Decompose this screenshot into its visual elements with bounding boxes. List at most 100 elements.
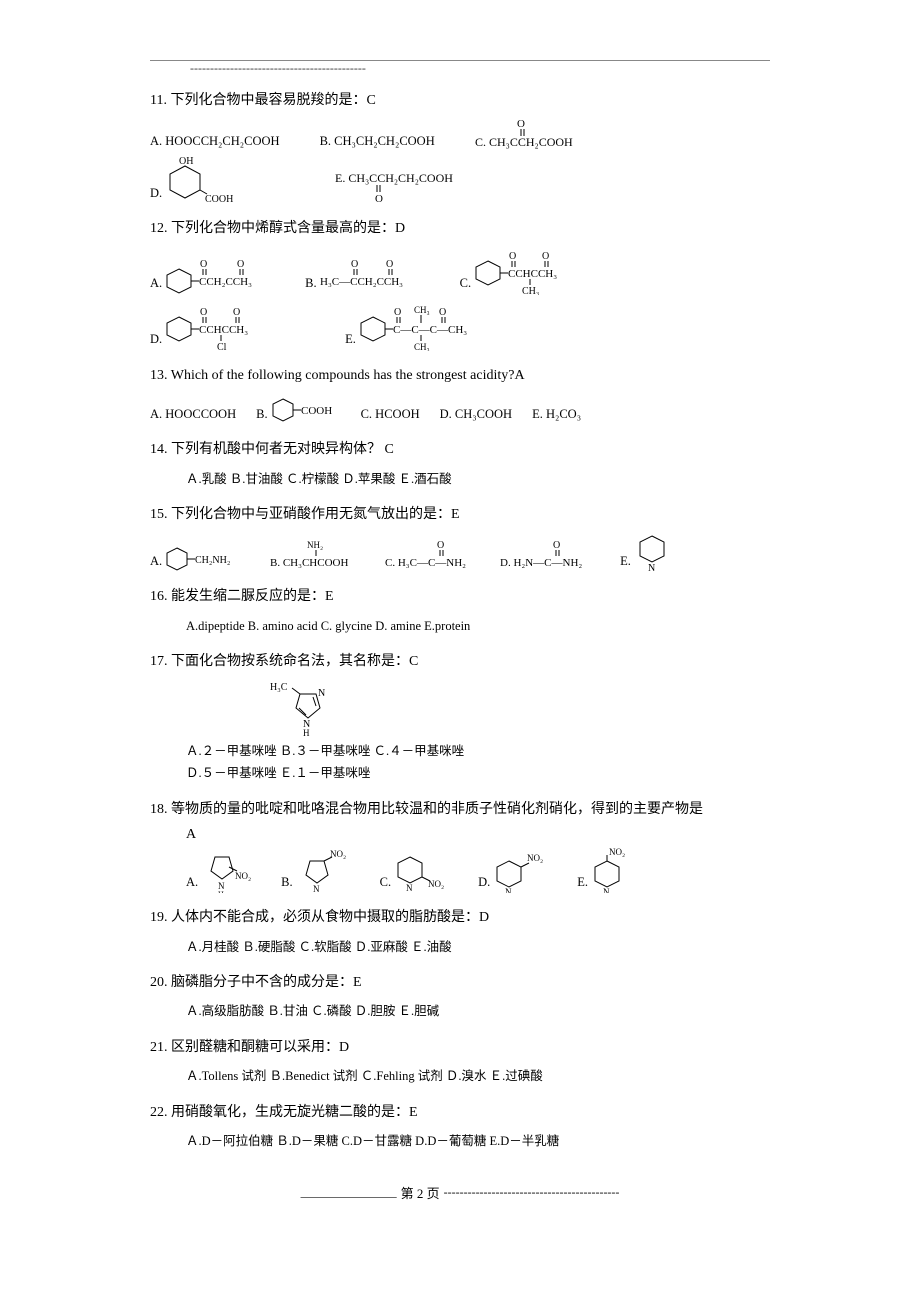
q12-e-svg: C—C—C—CH₃ O CH₃ O CH₃ [359,299,499,351]
q21-text: 21. 区别醛糖和酮糖可以采用：D [150,1040,349,1055]
svg-text:Cl: Cl [217,342,227,351]
q11-e-structure: E. CH₃CCH₂CH₂COOH O [335,168,475,204]
question-11: 11. 下列化合物中最容易脱羧的是：C [150,90,770,112]
q15-opt-d: D. H₂N—C—NH₂ O [500,538,600,572]
question-20: 20. 脑磷脂分子中不含的成分是：E [150,972,770,994]
q16-options: A.dipeptide B. amino acid C. glycine D. … [150,615,770,638]
svg-text:O: O [517,118,525,130]
q17-opts2: Ｄ.５－甲基咪唑 Ｅ.１－甲基咪唑 [186,762,770,785]
question-16: 16. 能发生缩二脲反应的是：E [150,586,770,608]
q11-opt-e: E. CH₃CCH₂CH₂COOH O [335,168,475,204]
q18-b-pyrrole: N H NO₂ [296,849,360,893]
q15-opt-c: C. H₃C—C—NH₂ O [385,538,480,572]
q12-opt-c: C. CCHCCH₃ O O CH₃ [460,247,594,295]
svg-text:C. H₃C—C—NH₂: C. H₃C—C—NH₂ [385,557,466,569]
q18-text: 18. 等物质的量的吡啶和吡咯混合物用比较温和的非质子性硝化剂硝化，得到的主要产… [150,802,703,817]
q19-opts: Ａ.月桂酸 Ｂ.硬脂酸 Ｃ.软脂酸 Ｄ.亚麻酸 Ｅ.油酸 [186,940,452,954]
q11-d-benzene: OH COOH [165,156,245,204]
svg-text:COOH: COOH [301,405,332,417]
q18-opt-d: D. N NO₂ [478,851,557,893]
header-rule [150,60,770,61]
svg-text:O: O [386,259,393,270]
q11-opt-d: D. OH COOH [150,156,245,204]
q16-text: 16. 能发生缩二脲反应的是：E [150,589,334,604]
svg-text:N: N [318,688,325,699]
svg-text:O: O [394,307,401,318]
q15-opt-b: B. CH₃CHCOOH NH₂ [270,538,365,572]
question-15: 15. 下列化合物中与亚硝酸作用无氮气放出的是：E [150,504,770,526]
q21-opts: Ａ.Tollens 试剂 Ｂ.Benedict 试剂 Ｃ.Fehling 试剂 … [186,1069,543,1083]
question-19: 19. 人体内不能合成，必须从食物中摄取的脂肪酸是：D [150,907,770,929]
q12-opt-a: A. CCH₂CCH₃ O O [150,255,285,295]
svg-text:N: N [406,883,413,893]
svg-text:E. CH₃CCH₂CH₂COOH: E. CH₃CCH₂CH₂COOH [335,171,453,185]
q22-options: Ａ.D－阿拉伯糖 Ｂ.D－果糖 C.D－甘露糖 D.D－葡萄糖 E.D－半乳糖 [150,1130,770,1153]
svg-text:O: O [509,251,516,262]
q17-text: 17. 下面化合物按系统命名法，其名称是：C [150,654,418,669]
svg-text:N: N [313,884,320,893]
svg-text:O: O [542,251,549,262]
svg-text:H: H [303,728,310,736]
q11-c-structure: C. CH₃CCH₂COOH O [475,118,585,152]
q18-opt-a: A. N H NO₂ [186,849,261,893]
q20-opts: Ａ.高级脂肪酸 Ｂ.甘油 Ｃ.磷酸 Ｄ.胆胺 Ｅ.胆碱 [186,1004,439,1018]
footer-dash-left: ________________ [301,1185,397,1200]
svg-text:CCH₂CCH₃: CCH₂CCH₃ [199,276,252,288]
svg-text:CH₃: CH₃ [414,342,430,351]
q11-opt-a: A. HOOCCH₂CH₂COOH [150,130,280,153]
q22-text: 22. 用硝酸氧化，生成无旋光糖二酸的是：E [150,1105,418,1120]
q14-text: 14. 下列有机酸中何者无对映异构体？ C [150,442,394,457]
q18-opt-e: E. N NO₂ [577,847,647,893]
q17-structure-wrap: H₃C N N H [150,680,770,736]
q15-e-piperidine: N H [634,532,674,572]
svg-text:C. CH₃CCH₂COOH: C. CH₃CCH₂COOH [475,135,573,149]
q22-opts: Ａ.D－阿拉伯糖 Ｂ.D－果糖 C.D－甘露糖 D.D－葡萄糖 E.D－半乳糖 [186,1134,559,1148]
q15-d-svg: D. H₂N—C—NH₂ O [500,538,600,572]
svg-text:NO₂: NO₂ [428,879,444,889]
svg-text:H₃C: H₃C [270,682,288,693]
svg-text:OH: OH [179,156,193,167]
svg-text:O: O [237,259,244,270]
q18-e-pyridine: N NO₂ [591,847,647,893]
svg-text:O: O [439,307,446,318]
svg-text:H₃C—CCH₂CCH₃: H₃C—CCH₂CCH₃ [320,276,403,288]
q14-options: Ａ.乳酸 Ｂ.甘油酸 Ｃ.柠檬酸 Ｄ.苹果酸 Ｅ.酒石酸 [150,468,770,491]
q11-options: A. HOOCCH₂CH₂COOH B. CH₃CH₂CH₂COOH C. CH… [150,118,770,204]
svg-text:CH₃: CH₃ [522,286,539,295]
q18-a-pyrrole: N H NO₂ [201,849,261,893]
q11-text: 11. 下列化合物中最容易脱羧的是：C [150,93,376,108]
q15-c-svg: C. H₃C—C—NH₂ O [385,538,480,572]
q15-b-svg: B. CH₃CHCOOH NH₂ [270,538,365,572]
q18-opt-b: B. N H NO₂ [281,849,359,893]
q13-text: 13. Which of the following compounds has… [150,368,525,383]
question-17: 17. 下面化合物按系统命名法，其名称是：C [150,651,770,673]
svg-text:O: O [200,259,207,270]
question-18: 18. 等物质的量的吡啶和吡咯混合物用比较温和的非质子性硝化剂硝化，得到的主要产… [150,799,770,821]
svg-text:O: O [351,259,358,270]
question-13: 13. Which of the following compounds has… [150,365,770,387]
q15-a-svg: CH₂NH₂ [165,540,250,572]
q13-opt-e: E. H₂CO₃ [532,403,581,426]
q21-options: Ａ.Tollens 试剂 Ｂ.Benedict 试剂 Ｃ.Fehling 试剂 … [150,1065,770,1088]
q12-options: A. CCH₂CCH₃ O O B. H₃C—CCH₂CCH₃ O O [150,247,770,351]
svg-text:B. CH₃CHCOOH: B. CH₃CHCOOH [270,557,348,569]
q17-options: Ａ.２－甲基咪唑 Ｂ.３－甲基咪唑 Ｃ.４－甲基咪唑 Ｄ.５－甲基咪唑 Ｅ.１－… [150,740,770,785]
svg-text:NO₂: NO₂ [330,849,346,859]
svg-text:O: O [200,307,207,318]
q12-text: 12. 下列化合物中烯醇式含量最高的是：D [150,221,405,236]
question-22: 22. 用硝酸氧化，生成无旋光糖二酸的是：E [150,1102,770,1124]
svg-text:NH₂: NH₂ [307,540,323,550]
q19-options: Ａ.月桂酸 Ｂ.硬脂酸 Ｃ.软脂酸 Ｄ.亚麻酸 Ｅ.油酸 [150,936,770,959]
svg-text:O: O [375,193,383,204]
svg-text:NO₂: NO₂ [609,847,625,857]
svg-text:NO₂: NO₂ [527,853,543,863]
q19-text: 19. 人体内不能合成，必须从食物中摄取的脂肪酸是：D [150,910,489,925]
q11-opt-c: C. CH₃CCH₂COOH O [475,118,585,152]
header-dashes: ----------------------------------------… [150,61,770,76]
q12-b-svg: H₃C—CCH₂CCH₃ O O [320,255,440,295]
q13-opt-a: A. HOOCCOOH [150,403,236,426]
q13-opt-d: D. CH₃COOH [440,403,512,426]
q17-imidazole: H₃C N N H [270,680,340,736]
q12-a-svg: CCH₂CCH₃ O O [165,255,285,295]
q17-opts1: Ａ.２－甲基咪唑 Ｂ.３－甲基咪唑 Ｃ.４－甲基咪唑 [186,740,770,763]
